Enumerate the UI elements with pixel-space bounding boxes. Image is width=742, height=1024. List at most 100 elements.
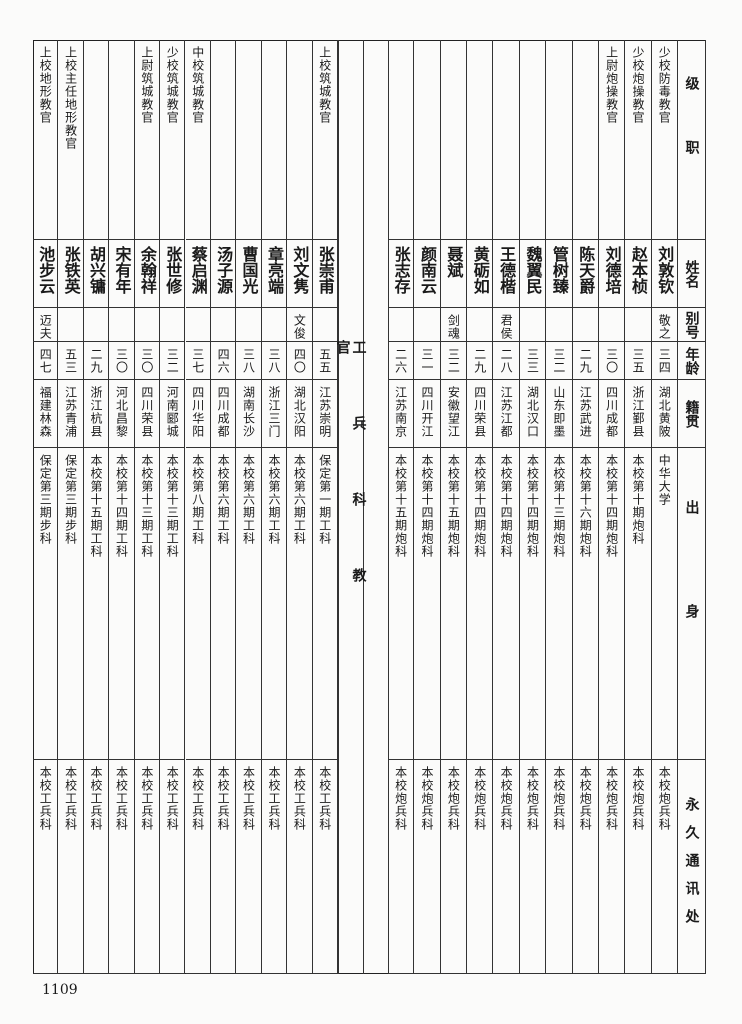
instructor-position-cell	[83, 40, 110, 240]
instructor-address: 本校炮兵科	[472, 766, 487, 831]
header-address-cell: 永久通讯处	[678, 760, 706, 974]
instructor-position-cell	[236, 40, 262, 240]
instructor-age: 三三	[525, 348, 540, 374]
instructor-address-cell: 本校工兵科	[33, 760, 59, 974]
instructor-name: 张志存	[391, 246, 411, 294]
instructor-origin: 本校第六期工科	[292, 454, 307, 545]
instructor-age-cell: 三五	[625, 342, 652, 380]
instructor-address: 本校炮兵科	[578, 766, 593, 831]
instructor-position-cell: 上校主任地形教官	[58, 40, 84, 240]
instructor-address-cell: 本校炮兵科	[414, 760, 441, 974]
instructor-age: 三〇	[114, 348, 129, 374]
instructor-address-cell: 本校工兵科	[210, 760, 237, 974]
instructor-address: 本校工兵科	[292, 766, 307, 831]
instructor-address-cell: 本校工兵科	[109, 760, 135, 974]
instructor-native: 山东即墨	[551, 386, 566, 438]
instructor-address: 本校工兵科	[114, 766, 129, 831]
instructor-name-cell: 胡兴镛	[83, 240, 110, 308]
instructor-address-cell: 本校炮兵科	[519, 760, 547, 974]
instructor-name: 曹国光	[239, 246, 259, 294]
instructor-origin: 本校第十四期炮科	[525, 454, 540, 558]
instructor-alias-cell: 文俊	[287, 308, 313, 342]
instructor-address-cell: 本校炮兵科	[598, 760, 626, 974]
instructor-name: 魏翼民	[523, 246, 543, 294]
instructor-native: 江苏青浦	[63, 386, 78, 438]
instructor-age-cell: 二九	[467, 342, 494, 380]
instructor-address: 本校炮兵科	[525, 766, 540, 831]
instructor-age: 三七	[190, 348, 205, 374]
instructor-position-cell: 上尉筑城教官	[134, 40, 161, 240]
instructor-native-cell: 河北昌黎	[109, 380, 135, 448]
instructor-alias-cell: 君侯	[493, 308, 520, 342]
instructor-origin: 本校第十六期炮科	[578, 454, 593, 558]
instructor-name-cell: 曹国光	[236, 240, 262, 308]
instructor-name: 刘敦钦	[655, 246, 675, 294]
instructor-origin-cell: 本校第六期工科	[261, 448, 288, 760]
instructor-native: 江苏武进	[578, 386, 593, 438]
instructor-alias-cell	[519, 308, 547, 342]
instructor-alias-cell	[185, 308, 211, 342]
header-age: 年龄	[683, 346, 700, 375]
instructor-native-cell: 四川荣县	[134, 380, 161, 448]
instructor-native-cell: 安徽望江	[440, 380, 468, 448]
instructor-native: 江苏南京	[393, 386, 408, 438]
instructor-name-cell: 刘敦钦	[651, 240, 678, 308]
instructor-name-cell: 聂斌	[440, 240, 468, 308]
instructor-position-cell	[261, 40, 288, 240]
instructor-age-cell: 三三	[519, 342, 547, 380]
instructor-age-cell: 四七	[33, 342, 59, 380]
instructor-alias-cell: 迈夫	[33, 308, 59, 342]
instructor-position: 上校地形教官	[38, 46, 53, 124]
instructor-origin: 中华大学	[657, 454, 672, 506]
instructor-alias-cell	[598, 308, 626, 342]
instructor-age-cell: 二六	[388, 342, 415, 380]
instructor-origin: 本校第十四期炮科	[499, 454, 514, 558]
instructor-address: 本校炮兵科	[630, 766, 645, 831]
header-native: 籍贯	[683, 399, 700, 428]
header-position: 级职	[683, 75, 700, 204]
instructor-native: 浙江三门	[266, 386, 281, 438]
instructor-position: 中校筑城教官	[190, 46, 205, 124]
instructor-name-cell: 颜南云	[414, 240, 441, 308]
instructor-origin-cell: 本校第十四期炮科	[493, 448, 520, 760]
instructor-address: 本校工兵科	[190, 766, 205, 831]
instructor-age: 二九	[578, 348, 593, 374]
instructor-address-cell: 本校炮兵科	[467, 760, 494, 974]
instructor-address-cell: 本校炮兵科	[651, 760, 678, 974]
instructor-origin: 本校第六期工科	[216, 454, 231, 545]
instructor-age-cell: 三二	[546, 342, 573, 380]
instructor-address-cell: 本校炮兵科	[572, 760, 599, 974]
instructor-age-cell: 三八	[261, 342, 288, 380]
instructor-age: 二六	[393, 348, 408, 374]
instructor-name: 池步云	[36, 246, 56, 294]
instructor-origin-cell: 本校第六期工科	[287, 448, 313, 760]
instructor-origin-cell: 保定第一期工科	[312, 448, 338, 760]
instructor-name: 张铁英	[61, 246, 81, 294]
instructor-origin-cell: 中华大学	[651, 448, 678, 760]
instructor-address-cell: 本校炮兵科	[440, 760, 468, 974]
instructor-origin: 本校第十三期炮科	[551, 454, 566, 558]
instructor-age-cell: 三一	[414, 342, 441, 380]
section-divider	[338, 40, 339, 974]
instructor-alias-cell	[109, 308, 135, 342]
instructor-age: 二九	[89, 348, 104, 374]
instructor-name-cell: 池步云	[33, 240, 59, 308]
instructor-origin-cell: 本校第十期炮科	[625, 448, 652, 760]
instructor-name: 管树臻	[549, 246, 569, 294]
instructor-origin-cell: 本校第十五期炮科	[440, 448, 468, 760]
instructor-position: 少校防毒教官	[657, 46, 672, 124]
header-origin-cell: 出身	[678, 448, 706, 760]
instructor-native-cell: 江苏南京	[388, 380, 415, 448]
instructor-alias-cell	[572, 308, 599, 342]
instructor-address: 本校工兵科	[216, 766, 231, 831]
instructor-address-cell: 本校工兵科	[134, 760, 161, 974]
instructor-native: 四川华阳	[190, 386, 205, 438]
instructor-native-cell: 山东即墨	[546, 380, 573, 448]
instructor-native-cell: 湖北黄陂	[651, 380, 678, 448]
instructor-origin-cell: 本校第十三期工科	[134, 448, 161, 760]
instructor-name-cell: 刘德培	[598, 240, 626, 308]
instructor-native-cell: 湖南长沙	[236, 380, 262, 448]
instructor-alias-cell	[546, 308, 573, 342]
instructor-position-cell: 少校筑城教官	[160, 40, 186, 240]
instructor-age-cell: 三二	[160, 342, 186, 380]
